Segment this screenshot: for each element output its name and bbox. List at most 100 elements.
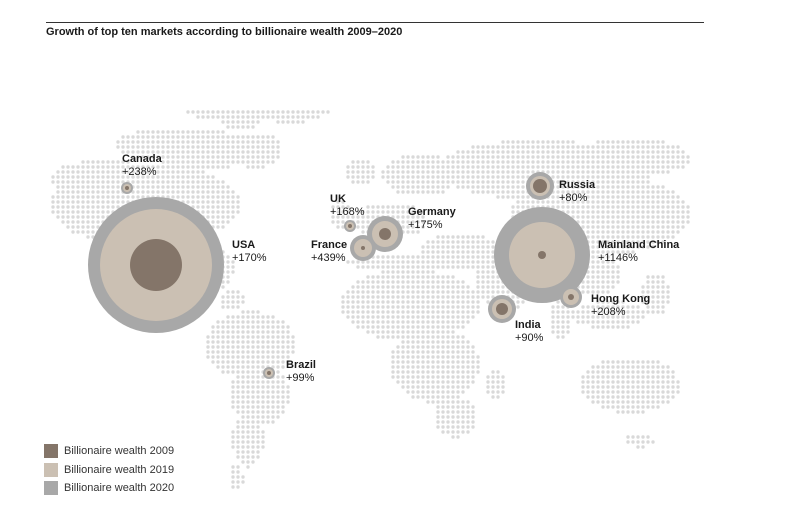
- map-dot: [146, 155, 150, 159]
- map-dot: [661, 200, 665, 204]
- map-dot: [161, 140, 165, 144]
- map-dot: [646, 230, 650, 234]
- map-dot: [91, 180, 95, 184]
- map-dot: [211, 145, 215, 149]
- map-dot: [356, 165, 360, 169]
- map-dot: [606, 235, 610, 239]
- map-dot: [656, 295, 660, 299]
- map-dot: [641, 315, 645, 319]
- map-dot: [406, 210, 410, 214]
- map-dot: [371, 295, 375, 299]
- map-dot: [411, 330, 415, 334]
- map-dot: [446, 340, 450, 344]
- map-dot: [606, 250, 610, 254]
- map-dot: [591, 395, 595, 399]
- map-dot: [631, 410, 635, 414]
- map-dot: [436, 375, 440, 379]
- map-dot: [591, 160, 595, 164]
- map-dot: [246, 120, 250, 124]
- map-dot: [561, 190, 565, 194]
- map-dot: [171, 160, 175, 164]
- map-dot: [571, 155, 575, 159]
- map-dot: [451, 285, 455, 289]
- map-dot: [406, 270, 410, 274]
- map-dot: [366, 305, 370, 309]
- map-dot: [151, 180, 155, 184]
- map-dot: [206, 175, 210, 179]
- map-dot: [626, 210, 630, 214]
- map-dot: [581, 285, 585, 289]
- map-dot: [411, 335, 415, 339]
- map-dot: [366, 275, 370, 279]
- map-dot: [411, 180, 415, 184]
- map-dot: [426, 300, 430, 304]
- map-dot: [631, 215, 635, 219]
- market-growth-germany: +175%: [408, 219, 443, 231]
- map-dot: [671, 200, 675, 204]
- map-dot: [646, 170, 650, 174]
- map-dot: [276, 140, 280, 144]
- map-dot: [191, 150, 195, 154]
- map-dot: [421, 320, 425, 324]
- map-dot: [226, 350, 230, 354]
- map-dot: [656, 405, 660, 409]
- map-dot: [381, 260, 385, 264]
- map-dot: [176, 195, 180, 199]
- map-dot: [231, 160, 235, 164]
- map-dot: [281, 355, 285, 359]
- map-dot: [406, 310, 410, 314]
- map-dot: [241, 160, 245, 164]
- map-dot: [601, 225, 605, 229]
- map-dot: [466, 430, 470, 434]
- map-dot: [376, 320, 380, 324]
- map-dot: [251, 325, 255, 329]
- map-dot: [371, 290, 375, 294]
- map-dot: [661, 275, 665, 279]
- map-dot: [356, 210, 360, 214]
- map-dot: [401, 335, 405, 339]
- map-dot: [396, 305, 400, 309]
- map-dot: [411, 215, 415, 219]
- map-dot: [396, 310, 400, 314]
- map-dot: [446, 185, 450, 189]
- map-dot: [566, 150, 570, 154]
- map-dot: [536, 160, 540, 164]
- map-dot: [231, 140, 235, 144]
- map-dot: [616, 220, 620, 224]
- map-dot: [461, 340, 465, 344]
- map-dot: [441, 285, 445, 289]
- map-dot: [476, 355, 480, 359]
- map-dot: [356, 170, 360, 174]
- map-dot: [166, 195, 170, 199]
- map-dot: [591, 380, 595, 384]
- map-dot: [226, 345, 230, 349]
- map-dot: [476, 170, 480, 174]
- map-dot: [241, 330, 245, 334]
- map-dot: [181, 160, 185, 164]
- map-dot: [466, 285, 470, 289]
- map-dot: [406, 370, 410, 374]
- map-dot: [556, 155, 560, 159]
- map-dot: [256, 315, 260, 319]
- map-dot: [626, 435, 630, 439]
- map-dot: [446, 370, 450, 374]
- map-dot: [671, 235, 675, 239]
- map-dot: [261, 360, 265, 364]
- bubble-india: [488, 295, 516, 323]
- map-dot: [666, 300, 670, 304]
- map-dot: [281, 375, 285, 379]
- map-dot: [506, 145, 510, 149]
- map-dot: [386, 205, 390, 209]
- map-dot: [391, 280, 395, 284]
- map-dot: [411, 225, 415, 229]
- map-dot: [91, 215, 95, 219]
- map-dot: [646, 175, 650, 179]
- map-dot: [181, 150, 185, 154]
- map-dot: [456, 165, 460, 169]
- map-dot: [481, 250, 485, 254]
- map-dot: [236, 330, 240, 334]
- map-dot: [646, 305, 650, 309]
- map-dot: [686, 215, 690, 219]
- map-dot: [436, 260, 440, 264]
- map-dot: [236, 360, 240, 364]
